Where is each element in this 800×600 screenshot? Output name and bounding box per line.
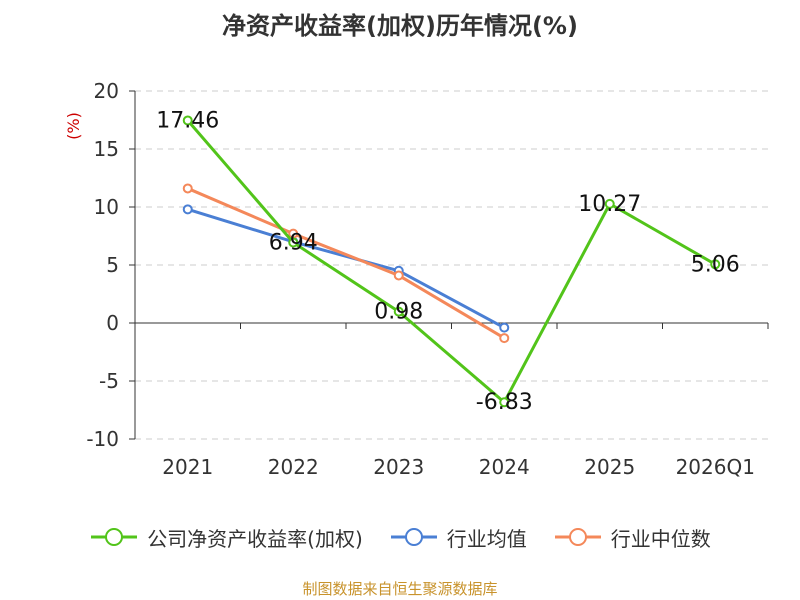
series-line-industry_avg xyxy=(187,207,505,329)
data-label: 5.06 xyxy=(691,252,740,277)
footer-source: 制图数据来自恒生聚源数据库 xyxy=(302,580,498,598)
chart-title: 净资产收益率(加权)历年情况(%) xyxy=(222,12,578,40)
point-industry_median xyxy=(182,183,193,194)
y-tick-label: 15 xyxy=(94,137,119,161)
legend-label: 行业均值 xyxy=(446,526,527,551)
grid-lines xyxy=(135,90,768,440)
y-axis-unit-label: (%) xyxy=(64,112,83,140)
data-labels: 17.46 6.94 0.98 -6.83 10.27 5.06 xyxy=(156,108,739,415)
y-tick-label: 5 xyxy=(106,253,119,277)
series-line-company xyxy=(186,119,716,404)
point-industry_avg xyxy=(182,204,193,215)
legend-item-company: 公司净资产收益率(加权) xyxy=(89,523,363,552)
line-chart: -10 -5 0 5 10 15 20 2021 2022 2023 2024 2025 2026Q1 (… xyxy=(64,79,769,479)
x-tick-label: 2025 xyxy=(584,455,635,479)
legend-swatch-icon xyxy=(554,528,601,546)
point-company xyxy=(499,397,510,408)
point-industry_median xyxy=(393,270,404,281)
x-tick-label: 2023 xyxy=(373,455,424,479)
y-tick-label: -10 xyxy=(86,427,119,451)
legend-item-industry_median: 行业中位数 xyxy=(553,523,711,552)
y-tick-label: -5 xyxy=(99,369,119,393)
data-label: 17.46 xyxy=(156,108,219,133)
legend-label: 公司净资产收益率(加权) xyxy=(147,526,363,551)
x-tick-label: 2021 xyxy=(162,455,213,479)
legend-swatch-icon xyxy=(390,528,437,546)
point-industry_median xyxy=(499,333,510,344)
point-company xyxy=(288,237,299,248)
data-label: 10.27 xyxy=(578,192,641,217)
y-tick-label: 10 xyxy=(94,195,119,219)
legend-label: 行业中位数 xyxy=(610,526,711,551)
legend-item-industry_avg: 行业均值 xyxy=(389,523,527,552)
data-label: 6.94 xyxy=(269,230,318,255)
x-tick-label: 2026Q1 xyxy=(676,455,755,479)
series-line-industry_median xyxy=(187,187,506,340)
x-tick-label: 2022 xyxy=(268,455,319,479)
y-tick-label: 0 xyxy=(106,311,119,335)
data-label: 0.98 xyxy=(374,300,423,325)
point-company xyxy=(182,115,193,126)
x-tick-label: 2024 xyxy=(479,455,530,479)
legend-swatch-icon xyxy=(91,528,138,546)
point-company xyxy=(604,198,615,209)
y-tick-label: 20 xyxy=(94,79,119,103)
point-company xyxy=(393,306,404,317)
point-company xyxy=(710,259,721,270)
axes: -10 -5 0 5 10 15 20 2021 2022 2023 2024 2025 2026Q1 (… xyxy=(64,79,769,479)
series-lines xyxy=(182,115,721,408)
point-industry_avg xyxy=(499,322,510,333)
data-label: -6.83 xyxy=(476,390,533,415)
legend: 公司净资产收益率(加权) 行业均值 行业中位数 xyxy=(0,520,800,554)
